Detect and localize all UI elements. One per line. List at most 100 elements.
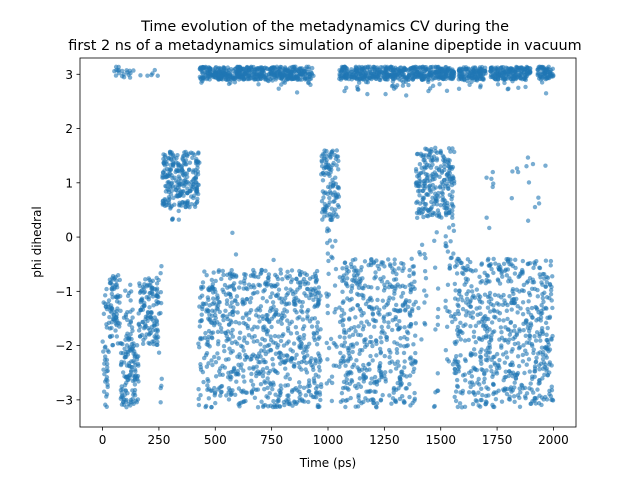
- data-point: [230, 230, 235, 236]
- data-point: [383, 91, 388, 97]
- data-point: [192, 204, 198, 209]
- data-point: [147, 305, 152, 310]
- data-point: [313, 275, 319, 281]
- data-point: [458, 353, 463, 358]
- data-point: [394, 322, 400, 328]
- data-point: [249, 389, 255, 394]
- data-point: [147, 331, 152, 336]
- data-point: [268, 294, 273, 300]
- data-point: [539, 303, 544, 308]
- data-point: [345, 359, 351, 364]
- data-point: [484, 333, 489, 339]
- data-point: [278, 392, 283, 398]
- data-point: [358, 308, 364, 314]
- data-point: [422, 181, 427, 187]
- data-point: [275, 345, 280, 350]
- data-point: [265, 376, 270, 381]
- data-point: [456, 303, 461, 309]
- data-point: [395, 71, 401, 77]
- data-point: [493, 396, 499, 402]
- data-point: [394, 67, 400, 72]
- data-point: [278, 383, 283, 388]
- data-point: [499, 269, 504, 274]
- data-point: [504, 273, 510, 278]
- data-point: [296, 280, 301, 285]
- data-point: [158, 400, 163, 405]
- data-point: [388, 350, 393, 355]
- data-point: [374, 341, 379, 346]
- data-point: [522, 394, 528, 399]
- data-point: [313, 372, 319, 378]
- data-point: [446, 157, 451, 163]
- data-point: [129, 359, 134, 364]
- data-point: [281, 72, 286, 77]
- data-point: [347, 354, 352, 359]
- data-point: [345, 386, 350, 391]
- data-point: [327, 173, 332, 179]
- data-point: [251, 339, 257, 344]
- data-point: [387, 354, 392, 360]
- data-point: [326, 345, 332, 351]
- data-point: [471, 334, 477, 339]
- data-point: [433, 172, 439, 177]
- data-point: [374, 401, 380, 406]
- data-point: [100, 339, 105, 344]
- data-point: [393, 286, 398, 291]
- data-point: [206, 361, 211, 366]
- data-point: [174, 193, 179, 199]
- data-point: [348, 289, 354, 294]
- data-point: [224, 301, 230, 307]
- data-point: [231, 281, 237, 286]
- data-point: [254, 364, 259, 369]
- x-tick-label: 750: [260, 433, 283, 447]
- data-point: [386, 324, 391, 330]
- data-point: [537, 380, 542, 386]
- data-point: [496, 363, 501, 369]
- data-point: [270, 386, 275, 392]
- data-point: [462, 338, 468, 343]
- data-point: [209, 358, 214, 363]
- data-point: [363, 301, 369, 307]
- data-point: [433, 149, 438, 154]
- data-point: [278, 271, 284, 276]
- data-point: [391, 387, 397, 392]
- data-point: [356, 80, 362, 85]
- data-point: [517, 67, 522, 73]
- data-point: [109, 291, 115, 297]
- data-point: [168, 167, 173, 172]
- data-point: [280, 276, 285, 282]
- data-point: [452, 370, 457, 376]
- data-point: [292, 399, 297, 404]
- data-point: [268, 347, 273, 353]
- data-point: [269, 284, 275, 289]
- data-point: [262, 386, 267, 392]
- data-point: [536, 363, 542, 368]
- data-point: [102, 357, 108, 363]
- data-point: [306, 389, 311, 394]
- data-point: [287, 321, 292, 327]
- data-point: [309, 286, 314, 292]
- data-point: [362, 259, 368, 264]
- data-point: [312, 271, 318, 277]
- data-point: [502, 268, 508, 274]
- data-point: [227, 346, 232, 351]
- data-point: [243, 272, 248, 277]
- data-point: [538, 318, 543, 323]
- data-point: [478, 72, 484, 77]
- data-point: [325, 184, 331, 190]
- data-point: [323, 165, 328, 170]
- data-point: [210, 362, 215, 368]
- data-point: [545, 373, 550, 378]
- data-point: [132, 349, 137, 354]
- data-point: [371, 64, 376, 70]
- data-point: [264, 365, 270, 371]
- data-point: [411, 270, 416, 275]
- data-point: [101, 367, 106, 372]
- data-point: [317, 297, 322, 302]
- data-point: [527, 69, 533, 75]
- data-point: [213, 359, 219, 365]
- data-point: [126, 363, 132, 368]
- data-point: [300, 326, 306, 332]
- data-point: [273, 392, 278, 397]
- data-point: [292, 362, 297, 367]
